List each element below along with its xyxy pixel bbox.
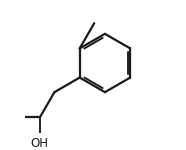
Text: OH: OH: [31, 137, 49, 150]
